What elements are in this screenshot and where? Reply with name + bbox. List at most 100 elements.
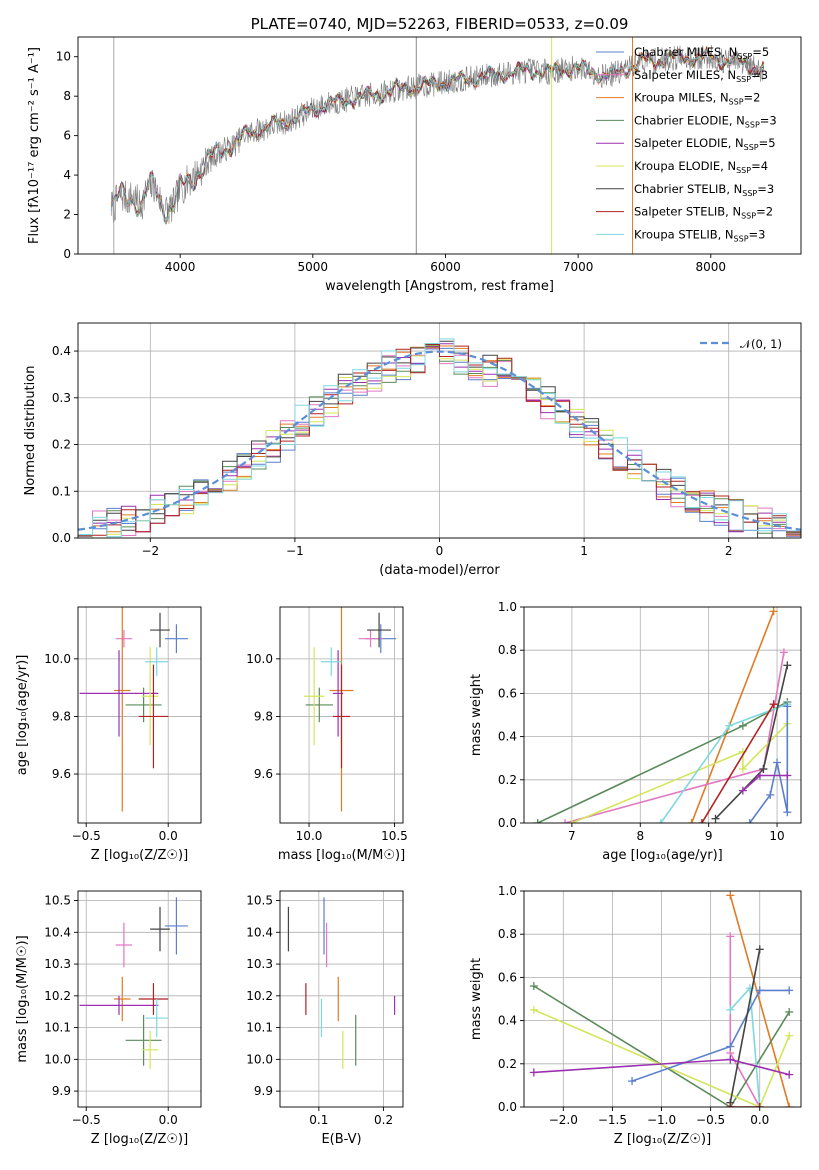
- legend-subscript: SSP: [736, 75, 751, 84]
- legend-text: =2: [756, 205, 773, 219]
- plus-marker: [755, 771, 764, 780]
- plus-marker: [785, 1031, 794, 1040]
- plus-marker: [726, 1103, 735, 1107]
- y-tick-label: 10.5: [44, 894, 71, 908]
- plot-area: [533, 607, 792, 823]
- legend-text: Kroupa MILES, N: [634, 91, 729, 105]
- panel-weight-vs-z: −2.0 −1.5 −1.0 −0.5 0.0 0.0 0.2 0.4 0.6 0.8 1.0 Z […: [469, 884, 802, 1147]
- data-point: [141, 1030, 159, 1069]
- y-tick-label: 10.1: [44, 1021, 71, 1035]
- legend-text: =3: [757, 182, 774, 196]
- x-tick-label: −1: [286, 544, 304, 558]
- x-axis-label: age [log₁₀(age/yr)]: [602, 848, 723, 863]
- legend-text: =3: [760, 113, 777, 127]
- x-axis-label: Z [log₁₀(Z/Z☉)]: [91, 848, 188, 863]
- ticks: −0.5 0.0 9.6 9.8 10.0: [44, 652, 177, 843]
- legend-text: Salpeter MILES, N: [634, 68, 736, 82]
- x-tick-label: −2: [141, 544, 159, 558]
- x-tick-label: −0.5: [72, 829, 101, 843]
- y-tick-label: 10.5: [246, 894, 273, 908]
- observed-spectrum: [110, 44, 765, 224]
- legend-text: =2: [744, 91, 761, 105]
- legend-text: =5: [752, 45, 769, 59]
- axes-frame: [523, 606, 802, 824]
- y-tick-label: 9.6: [254, 767, 273, 781]
- y-tick-label: 10.0: [246, 1052, 273, 1066]
- x-tick-label: −0.5: [72, 1113, 101, 1127]
- y-tick-label: 10.3: [246, 957, 273, 971]
- axes-frame: [279, 890, 404, 1108]
- y-tick-label: 2: [63, 208, 71, 222]
- data-point: [332, 664, 351, 769]
- grid: [78, 607, 201, 823]
- chart-title: PLATE=0740, MJD=52263, FIBERID=0533, z=0…: [251, 15, 629, 33]
- plus-marker: [755, 945, 764, 954]
- y-tick-label: 10.0: [44, 1052, 71, 1066]
- x-tick-label: 9: [705, 829, 713, 843]
- legend-entry: Salpeter ELODIE, NSSP=5: [634, 136, 776, 152]
- plot-area: [303, 607, 397, 812]
- y-tick-label: 4: [63, 168, 71, 182]
- plot-area: [110, 37, 765, 254]
- y-axis-label: mass [log₁₀(M/M☉)]: [15, 935, 30, 1062]
- plus-marker: [687, 819, 696, 823]
- ticks: 10.0 10.5 9.6 9.8 10.0: [246, 652, 408, 843]
- plus-marker: [726, 891, 735, 900]
- model-line: [110, 46, 765, 225]
- data-point: [303, 647, 325, 746]
- legend-entry: Chabrier STELIB, NSSP=3: [634, 182, 774, 198]
- x-tick-label: 4000: [165, 260, 196, 274]
- plus-marker: [783, 661, 792, 670]
- histogram-step: [78, 343, 801, 536]
- axes-frame: [77, 36, 802, 255]
- plot-area: [79, 897, 188, 1069]
- plus-marker: [725, 721, 734, 730]
- legend-entry: Chabrier MILES, NSSP=5: [634, 45, 769, 61]
- plus-marker: [726, 1055, 735, 1064]
- weight-line: [690, 611, 775, 823]
- legend-text: =5: [759, 136, 776, 150]
- y-tick-label: 10.2: [246, 989, 273, 1003]
- legend-text: Kroupa ELODIE, N: [634, 159, 736, 173]
- y-tick-label: 10.1: [246, 1021, 273, 1035]
- y-tick-label: 9.8: [52, 709, 71, 723]
- data-point: [79, 995, 159, 1015]
- plus-marker: [745, 819, 754, 823]
- plus-marker: [656, 819, 665, 823]
- y-tick-label: 0.0: [498, 816, 517, 830]
- plus-marker: [769, 607, 778, 616]
- legend-subscript: SSP: [737, 52, 752, 61]
- y-tick-label: 6: [63, 129, 71, 143]
- y-tick-label: 0.2: [498, 1057, 517, 1071]
- x-tick-label: 0.1: [309, 1113, 328, 1127]
- y-tick-label: 0.0: [498, 1100, 517, 1114]
- y-axis-label: Normed distribution: [23, 366, 38, 496]
- plus-marker: [529, 1068, 538, 1077]
- y-tick-label: 10.4: [44, 925, 71, 939]
- x-axis-label: E(B-V): [321, 1132, 361, 1147]
- weight-line: [631, 989, 790, 1082]
- x-tick-label: −1.0: [647, 1113, 676, 1127]
- x-axis-label: Z [log₁₀(Z/Z☉)]: [614, 1132, 711, 1147]
- y-tick-label: 0.2: [498, 773, 517, 787]
- data-point: [138, 983, 169, 1015]
- y-tick-label: 0.0: [52, 531, 71, 545]
- x-tick-label: 10.0: [296, 829, 323, 843]
- plot-area: [78, 338, 801, 538]
- legend-entry: Salpeter MILES, NSSP=3: [634, 68, 768, 84]
- legend-text: Kroupa STELIB, N: [634, 227, 734, 241]
- data-point: [145, 647, 169, 677]
- plus-marker: [769, 700, 778, 709]
- x-tick-label: 8000: [696, 260, 727, 274]
- data-point: [367, 612, 392, 648]
- plus-marker: [561, 819, 570, 823]
- plus-marker: [726, 1005, 735, 1014]
- plus-marker: [529, 982, 538, 991]
- x-tick-label: 10: [769, 829, 784, 843]
- x-tick-label: 0: [436, 544, 444, 558]
- y-tick-label: 1.0: [498, 884, 517, 898]
- legend-entry: Kroupa STELIB, NSSP=3: [634, 227, 765, 243]
- plus-marker: [697, 819, 706, 823]
- panel-age-vs-z: −0.5 0.0 9.6 9.8 10.0 Z [log₁₀(Z/Z☉)] age [log…: [15, 606, 202, 863]
